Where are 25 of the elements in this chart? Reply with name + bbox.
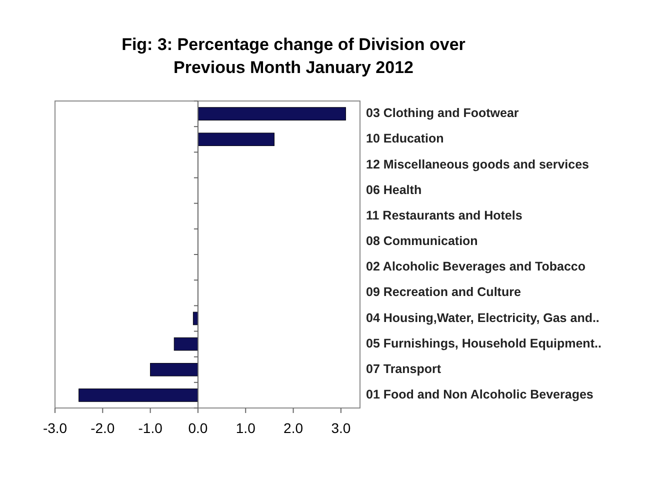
y-tick-label: 12 Miscellaneous goods and services [366, 157, 590, 172]
bar [150, 362, 198, 376]
bar [78, 388, 198, 402]
y-tick-label: 08 Communication [366, 234, 478, 248]
y-tick-label: 02 Alcoholic Beverages and Tobacco [366, 260, 586, 274]
y-tick-label: 07 Transport [366, 362, 442, 376]
y-tick-label: 03 Clothing and Footwear [366, 106, 519, 120]
y-tick-label: 09 Recreation and Culture [366, 285, 521, 300]
x-tick-label: -1.0 [138, 420, 163, 436]
x-tick-label: 3.0 [331, 420, 351, 436]
y-tick-label: 01 Food and Non Alcoholic Beverages [366, 388, 594, 402]
x-tick-label: -3.0 [42, 420, 68, 436]
x-tick-label: -2.0 [90, 420, 115, 436]
y-tick-label: 06 Health [366, 182, 422, 197]
y-tick-label: 10 Education [366, 132, 444, 146]
x-tick-label: 1.0 [236, 420, 256, 436]
bar [198, 132, 274, 146]
bar [174, 337, 198, 351]
x-tick-label: 2.0 [284, 420, 304, 436]
y-tick-label: 05 Furnishings, Household Equipment.. [366, 336, 602, 350]
chart-title: Fig: 3: Percentage change of Division over Previous Month January 2012 [122, 35, 466, 77]
x-tick-label: 0.0 [188, 420, 208, 436]
y-tick-label: 04 Housing,Water, Electricity, Gas and.. [366, 310, 600, 325]
y-tick-label: 11 Restaurants and Hotels [366, 208, 522, 222]
bar [198, 107, 346, 120]
